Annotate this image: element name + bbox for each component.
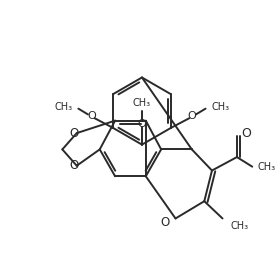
- Text: CH₃: CH₃: [230, 221, 248, 231]
- Text: O: O: [137, 120, 146, 130]
- Text: O: O: [242, 127, 252, 140]
- Text: O: O: [188, 111, 197, 121]
- Text: O: O: [87, 111, 96, 121]
- Text: CH₃: CH₃: [54, 102, 73, 112]
- Text: O: O: [69, 159, 79, 172]
- Text: CH₃: CH₃: [257, 162, 275, 172]
- Text: O: O: [161, 216, 170, 229]
- Text: O: O: [69, 127, 79, 140]
- Text: CH₃: CH₃: [133, 98, 151, 108]
- Text: CH₃: CH₃: [211, 102, 229, 112]
